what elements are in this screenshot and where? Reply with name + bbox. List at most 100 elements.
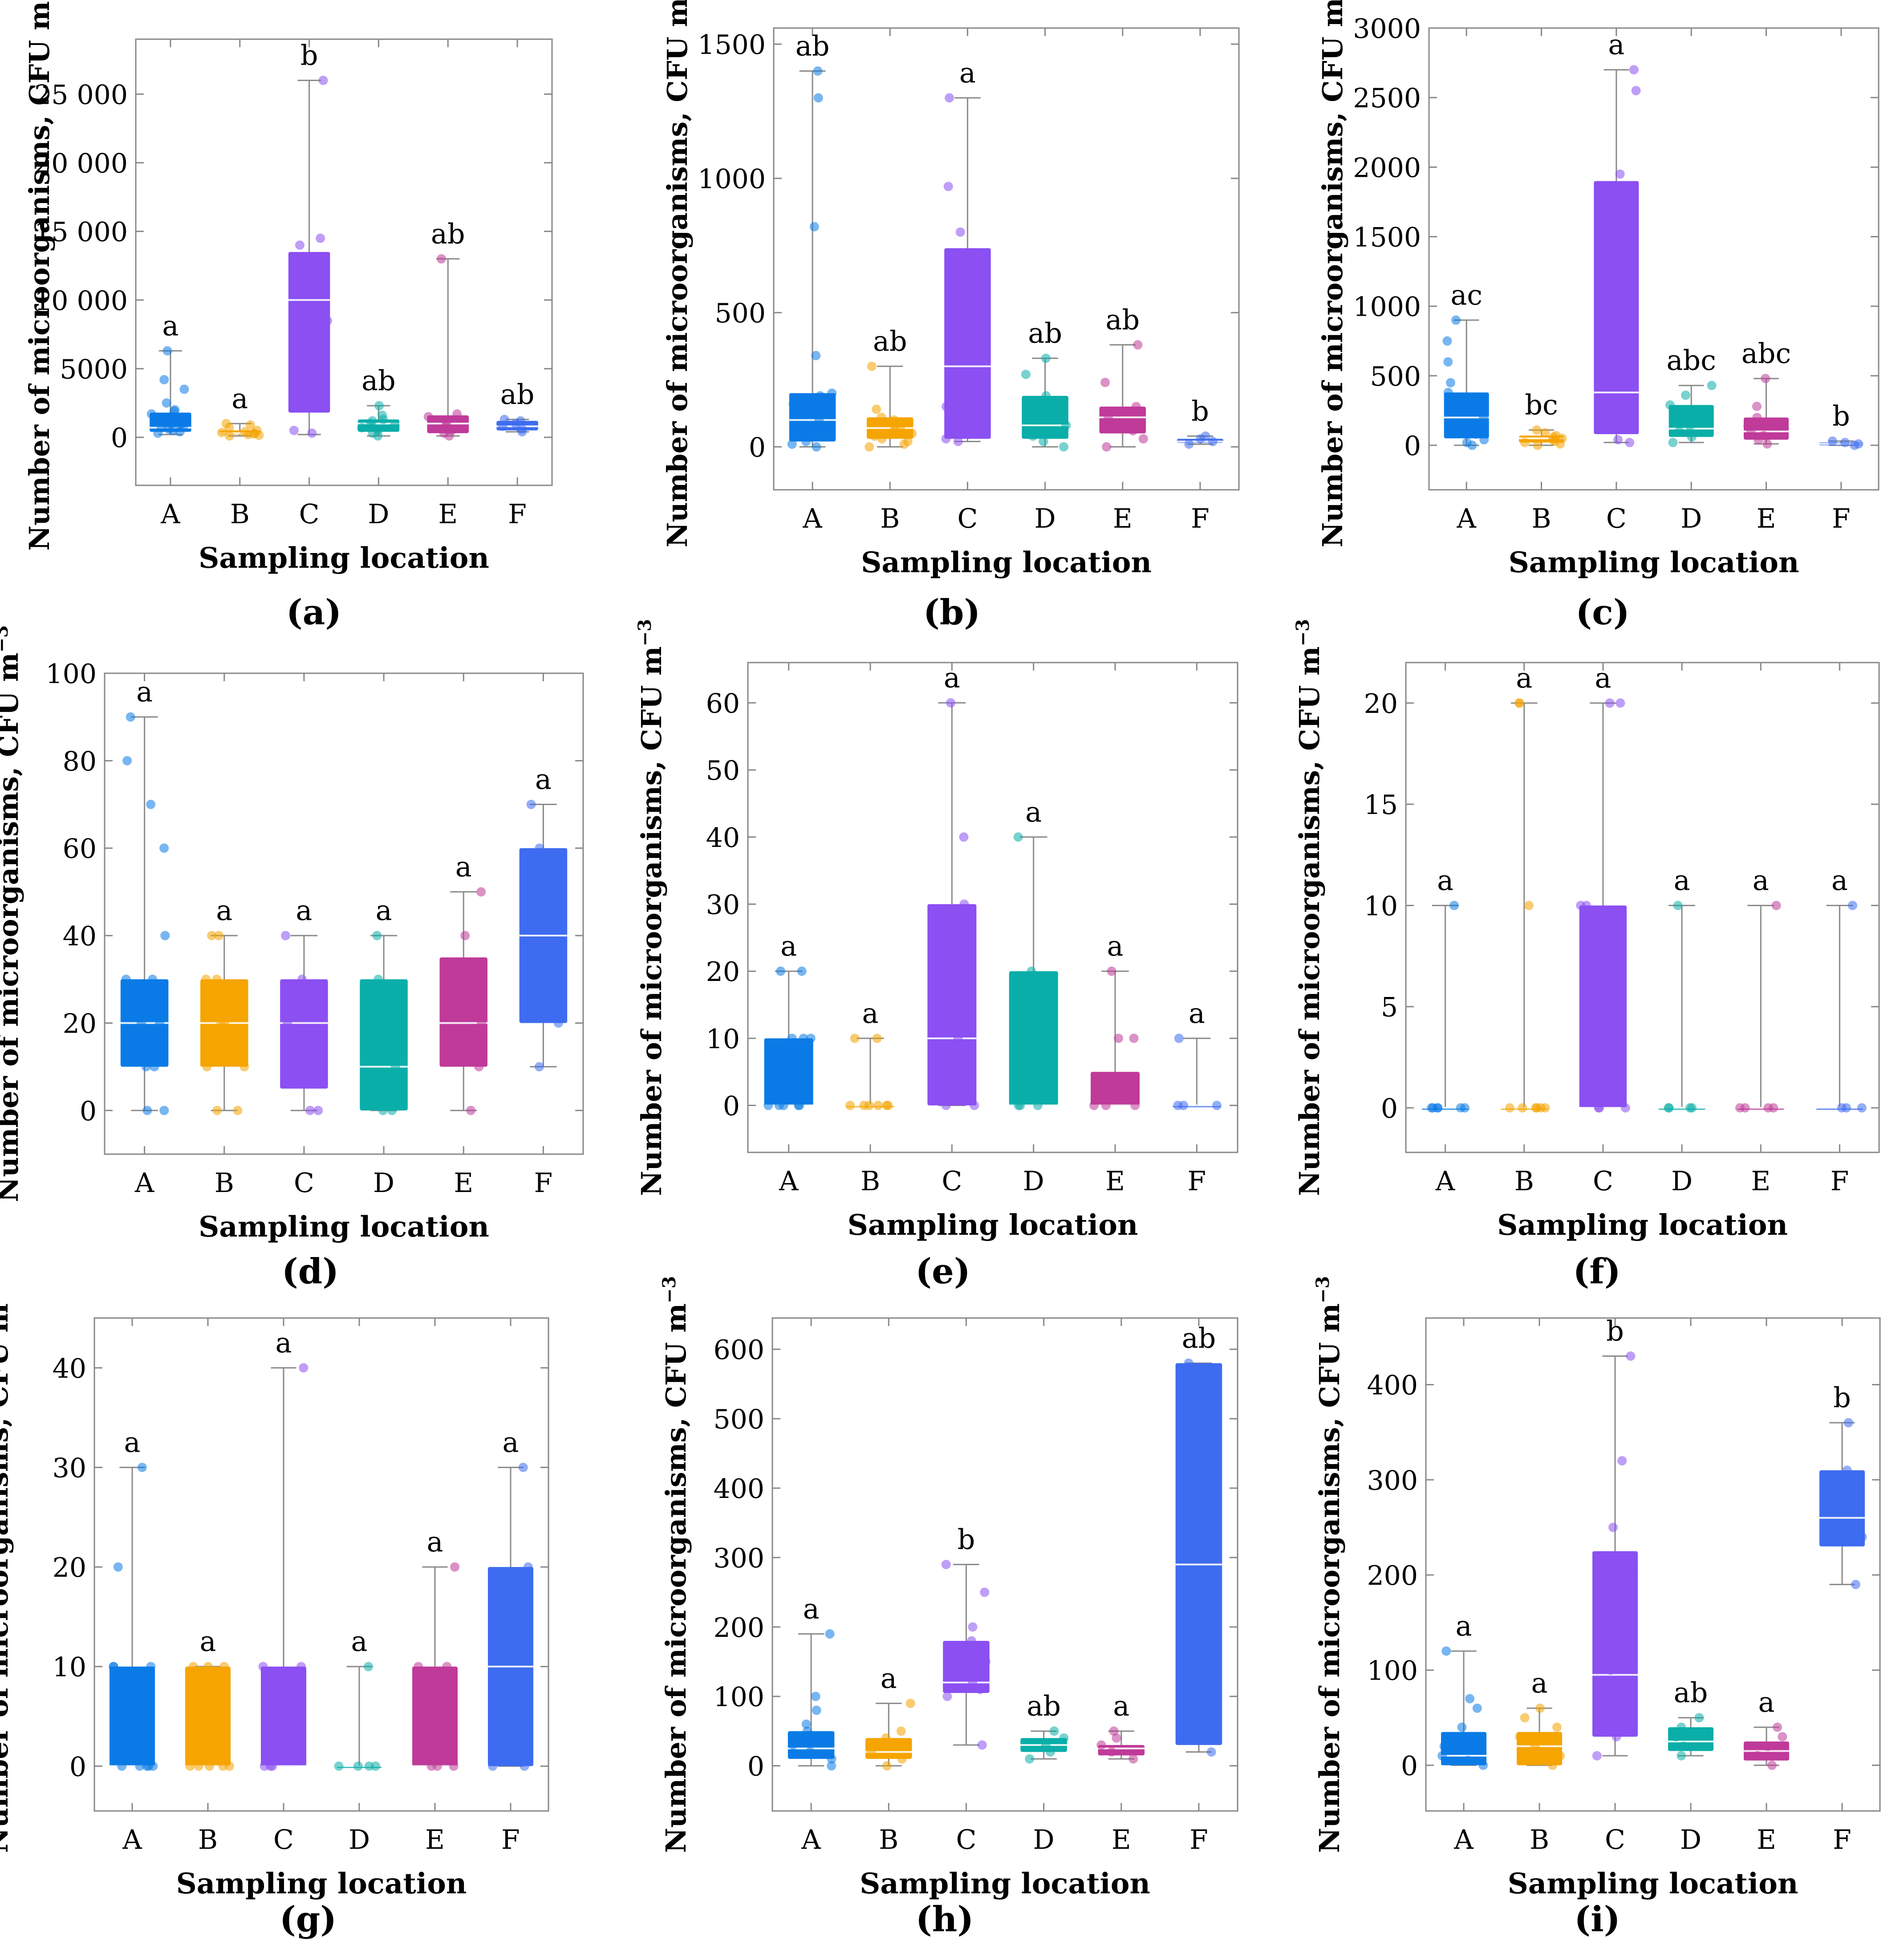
panel-e-box-c-point — [949, 966, 959, 976]
panel-a-plot-frame — [135, 38, 553, 486]
panel-h-box-d-point — [1041, 1740, 1051, 1750]
panel-c-box-c-letter: a — [1608, 28, 1624, 61]
panel-i-box-b-letter: a — [1531, 1667, 1548, 1699]
panel-a-xtick-label: B — [230, 499, 250, 530]
panel-b-box-d-letter: ab — [1028, 317, 1062, 350]
panel-i-box-a-point — [1437, 1751, 1447, 1761]
panel-h-ytick-label: 400 — [713, 1473, 764, 1505]
panel-b-box-c-point — [942, 402, 951, 411]
panel-a-box-c-letter: b — [300, 39, 318, 71]
panel-e-box-e-point — [1089, 1101, 1099, 1111]
panel-f-ylabel: Number of microorganisms, CFU m−3 — [1292, 619, 1326, 1196]
panel-c-xtick-label: A — [1456, 503, 1476, 534]
panel-c-box-a-point — [1471, 429, 1481, 439]
panel-e-box-e-point — [1130, 1101, 1140, 1111]
panel-h-box-f-point — [1206, 1747, 1216, 1757]
panel-f-box-b-point — [1514, 698, 1524, 708]
panel-c-box-d-point — [1683, 413, 1693, 423]
panel-i-box-a-point — [1445, 1732, 1455, 1741]
panel-a-box-e-point — [442, 417, 451, 427]
panel-b-box-c-point — [943, 182, 953, 191]
panel-a-box-c-point — [295, 240, 304, 250]
panel-e-box-a-point — [795, 1101, 804, 1111]
panel-f-box-d-letter: a — [1674, 864, 1690, 896]
panel-e-box-b-point — [883, 1101, 893, 1111]
panel-d-xtick-label: F — [534, 1168, 553, 1199]
panel-a-ytick-label: 10 000 — [34, 285, 128, 317]
panel-g-box-d-point — [353, 1761, 363, 1771]
panel-h-plot-frame — [771, 1317, 1238, 1812]
panel-h-box-b-point — [881, 1733, 891, 1743]
panel-g-box-b-point — [194, 1761, 203, 1771]
panel-h-box-e-point — [1096, 1740, 1106, 1750]
panel-i-box-d-point — [1694, 1713, 1704, 1723]
panel-b-box-d-point — [1033, 415, 1043, 425]
panel-f-box-c-point — [1616, 698, 1625, 708]
panel-c-xtick-label: B — [1531, 503, 1551, 534]
panel-b-xtick-label: D — [1035, 503, 1056, 534]
panel-h-box-b-point — [874, 1740, 884, 1750]
panel-c-box-a-point — [1467, 406, 1477, 415]
panel-b-box-c-point — [956, 254, 966, 264]
panel-f-xtick-label: D — [1671, 1166, 1693, 1197]
panel-d-box-d-point — [390, 1062, 400, 1072]
panel-i-box-e-point — [1763, 1741, 1773, 1751]
panel-b-box-f-point — [1208, 436, 1218, 446]
panel-a-box-b-point — [217, 427, 227, 437]
panel-d-box-f-point — [534, 1062, 544, 1072]
panel-d-box-d-point — [387, 1106, 397, 1115]
panel-i-box-e-point — [1753, 1751, 1762, 1761]
panel-i-box-c-point — [1612, 1732, 1621, 1741]
panel-h-box-c-letter: b — [958, 1523, 975, 1556]
panel-i-box-b-iqr — [1517, 1732, 1562, 1766]
panel-f-plot-frame — [1405, 662, 1880, 1153]
panel-h-box-c-point — [966, 1636, 976, 1646]
panel-i-box-a-letter: a — [1456, 1610, 1472, 1642]
panel-b-box-e-point — [1102, 442, 1112, 452]
panel-b-box-a-point — [819, 407, 829, 417]
panel-a-xlabel: Sampling location — [199, 541, 489, 575]
panel-a-box-a-point — [162, 398, 171, 408]
panel-g-xlabel: Sampling location — [176, 1867, 467, 1900]
panel-h-box-a-point — [812, 1705, 821, 1715]
panel-a-ytick-label: 0 — [111, 423, 128, 454]
panel-a-box-c-point — [318, 75, 328, 85]
panel-i-box-a-point — [1463, 1756, 1473, 1766]
panel-e-box-d-letter: a — [1025, 796, 1042, 828]
panel-e-box-c-iqr — [927, 904, 977, 1106]
panel-c-box-e-point — [1752, 402, 1762, 411]
panel-a-box-e-point — [452, 409, 462, 419]
panel-f-xtick-label: E — [1751, 1166, 1770, 1197]
panel-h-box-d-letter: ab — [1027, 1690, 1061, 1722]
panel-h-xtick-label: F — [1189, 1824, 1208, 1855]
panel-b-plot-frame — [773, 27, 1240, 491]
panel-d-box-a-point — [146, 800, 156, 810]
panel-i-ytick-label: 100 — [1367, 1656, 1418, 1687]
panel-i-box-f-point — [1842, 1494, 1852, 1504]
panel-a-xtick-label: C — [299, 499, 320, 530]
panel-h-box-b-point — [896, 1726, 906, 1736]
panel-i-box-b-point — [1535, 1703, 1545, 1713]
panel-d-box-b-letter: a — [216, 894, 232, 927]
panel-g-box-a-point — [113, 1562, 123, 1572]
panel-b-box-e-point — [1100, 378, 1110, 387]
panel-c-box-a-point — [1479, 399, 1489, 408]
panel-c-box-a-point — [1443, 387, 1453, 397]
panel-b-box-b-point — [869, 431, 879, 441]
panel-d-box-f-letter: a — [535, 763, 552, 796]
panel-a-box-f-point — [499, 415, 509, 424]
panel-h-xtick-label: E — [1112, 1824, 1131, 1855]
panel-h-box-c-point — [968, 1622, 978, 1632]
panel-b-box-a-point — [787, 439, 797, 449]
panel-b-box-c-point — [963, 342, 973, 352]
panel-d-ytick-label: 40 — [63, 921, 97, 952]
panel-b-box-a-point — [813, 66, 823, 76]
panel-b-box-a-point — [824, 431, 834, 441]
panel-c-box-f-point — [1854, 439, 1863, 449]
panel-e-box-c-point — [959, 899, 969, 909]
panel-d-box-c-point — [297, 974, 307, 984]
panel-a-box-b-point — [221, 419, 231, 428]
panel-a-box-a-letter: a — [162, 309, 179, 342]
panel-i-box-c-point — [1606, 1665, 1616, 1675]
